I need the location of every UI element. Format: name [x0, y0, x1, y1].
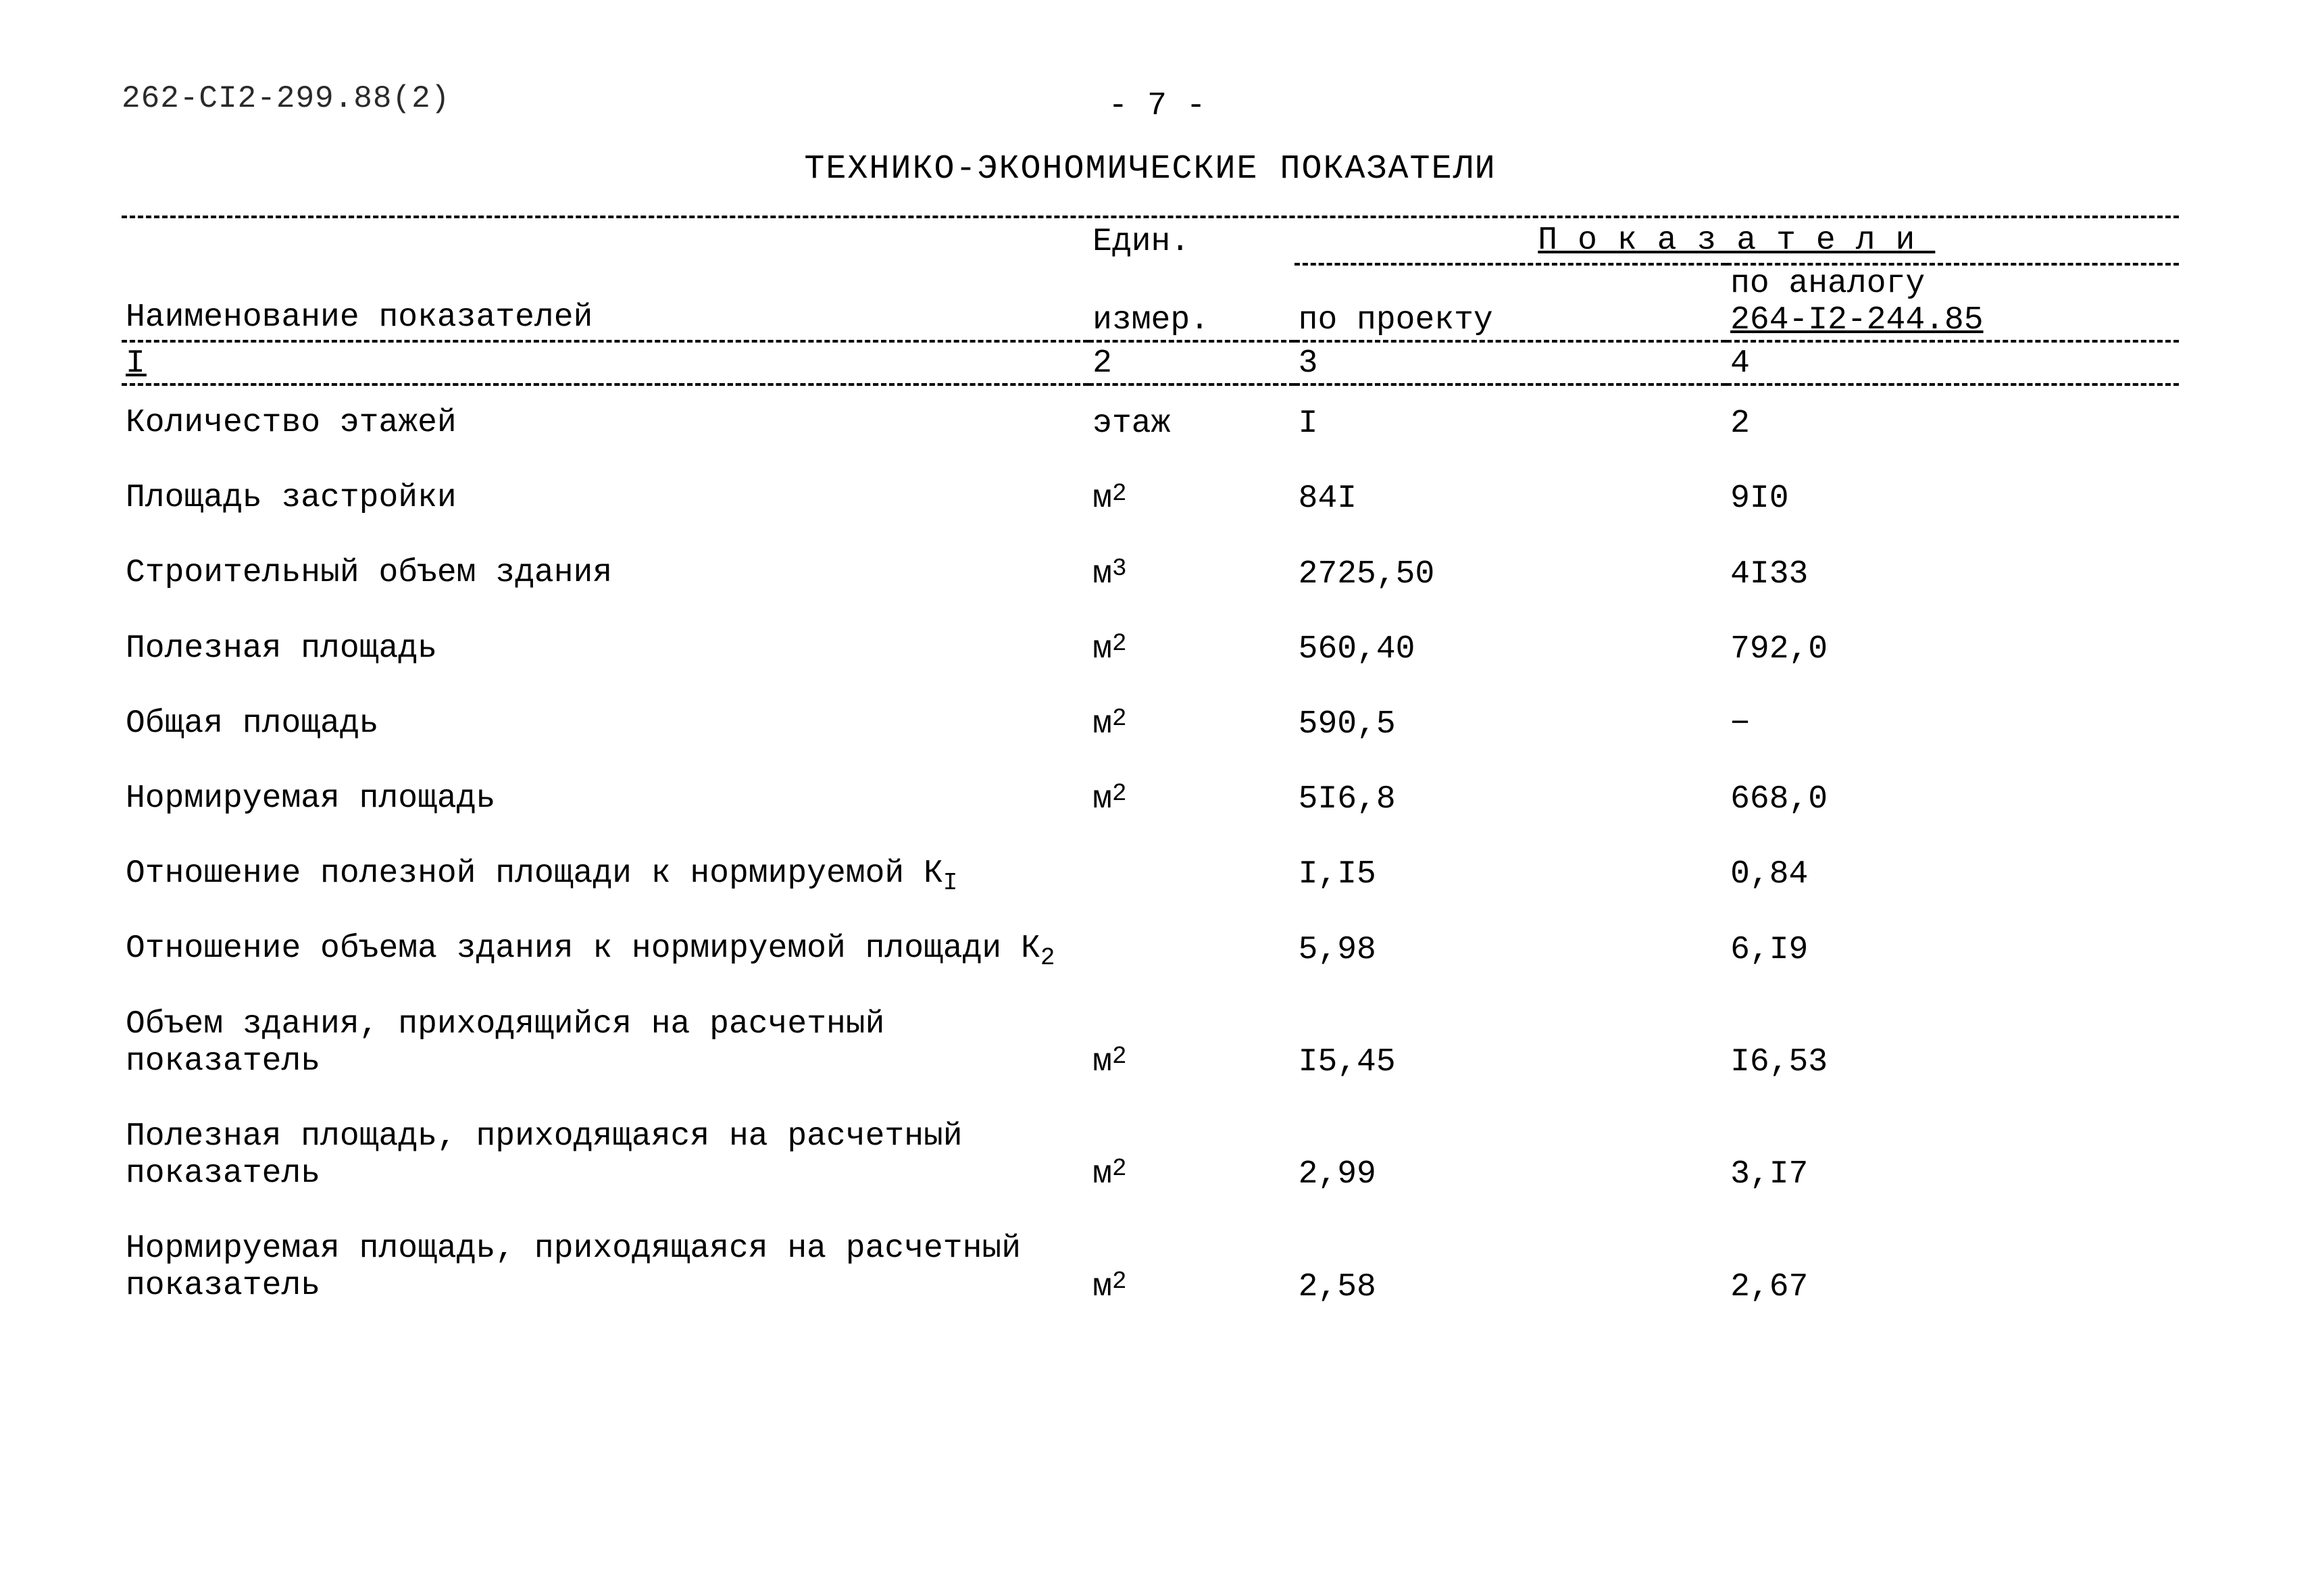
row-unit: этаж	[1088, 384, 1294, 461]
header-by-project: по проекту	[1294, 264, 1726, 341]
table-row: Отношение объема здания к нормируемой пл…	[122, 912, 2179, 987]
row-name: Отношение объема здания к нормируемой пл…	[122, 912, 1088, 987]
row-analog-value: 792,0	[1726, 612, 2179, 687]
row-name: Объем здания, приходящийся на расчетный …	[122, 987, 1088, 1099]
colnum-2: 2	[1088, 341, 1294, 384]
table-row: Полезная площадь, приходящаяся на расчет…	[122, 1099, 2179, 1212]
row-project-value: I,I5	[1294, 837, 1726, 912]
row-name: Отношение полезной площади к нормируемой…	[122, 837, 1088, 912]
row-project-value: 5I6,8	[1294, 762, 1726, 837]
page-number: - 7 -	[1108, 88, 1205, 124]
row-project-value: 5,98	[1294, 912, 1726, 987]
row-project-value: I5,45	[1294, 987, 1726, 1099]
row-project-value: 590,5	[1294, 687, 1726, 762]
table-row: Нормируемая площадь, приходящаяся на рас…	[122, 1212, 2179, 1324]
row-project-value: 2,58	[1294, 1212, 1726, 1324]
header-name: Наименование показателей	[122, 218, 1088, 341]
table-row: Нормируемая площадьм25I6,8668,0	[122, 762, 2179, 837]
row-name: Площадь застройки	[122, 461, 1088, 536]
row-name-subscript: I	[943, 869, 958, 897]
row-unit: м2	[1088, 461, 1294, 536]
row-project-value: 560,40	[1294, 612, 1726, 687]
header-unit-line2: измер.	[1088, 264, 1294, 341]
row-project-value: 2,99	[1294, 1099, 1726, 1212]
table-row: Общая площадьм2590,5−	[122, 687, 2179, 762]
header-unit-line1: Един.	[1088, 218, 1294, 264]
table-row: Количество этажейэтажI2	[122, 384, 2179, 461]
row-name: Нормируемая площадь	[122, 762, 1088, 837]
row-unit: м2	[1088, 687, 1294, 762]
row-unit: м2	[1088, 987, 1294, 1099]
row-unit: м2	[1088, 1212, 1294, 1324]
row-unit	[1088, 912, 1294, 987]
row-analog-value: 4I33	[1726, 536, 2179, 611]
row-unit: м2	[1088, 612, 1294, 687]
row-analog-value: −	[1726, 687, 2179, 762]
header-by-analog-line1: по аналогу	[1730, 266, 1925, 302]
row-project-value: I	[1294, 384, 1726, 461]
row-name: Нормируемая площадь, приходящаяся на рас…	[122, 1212, 1088, 1324]
row-unit: м3	[1088, 536, 1294, 611]
indicators-table: Наименование показателей Един. Показател…	[122, 218, 2179, 1324]
row-name: Строительный объем здания	[122, 536, 1088, 611]
row-analog-value: I6,53	[1726, 987, 2179, 1099]
table-row: Полезная площадьм2560,40792,0	[122, 612, 2179, 687]
row-name: Количество этажей	[122, 384, 1088, 461]
row-unit	[1088, 837, 1294, 912]
header-by-analog-line2: 264-I2-244.85	[1730, 302, 1983, 339]
table-row: Строительный объем зданиям32725,504I33	[122, 536, 2179, 611]
row-analog-value: 9I0	[1726, 461, 2179, 536]
row-name: Полезная площадь	[122, 612, 1088, 687]
header-indicators-group: Показатели	[1294, 218, 2179, 264]
colnum-1: I	[122, 341, 1088, 384]
row-analog-value: 2,67	[1726, 1212, 2179, 1324]
row-analog-value: 3,I7	[1726, 1099, 2179, 1212]
row-name: Полезная площадь, приходящаяся на расчет…	[122, 1099, 1088, 1212]
header-by-analog: по аналогу 264-I2-244.85	[1726, 264, 2179, 341]
row-analog-value: 0,84	[1726, 837, 2179, 912]
row-name: Общая площадь	[122, 687, 1088, 762]
row-unit: м2	[1088, 1099, 1294, 1212]
table-row: Площадь застройким284I9I0	[122, 461, 2179, 536]
row-unit: м2	[1088, 762, 1294, 837]
row-project-value: 2725,50	[1294, 536, 1726, 611]
row-name-subscript: 2	[1040, 944, 1055, 972]
colnum-4: 4	[1726, 341, 2179, 384]
row-analog-value: 668,0	[1726, 762, 2179, 837]
page-title: ТЕХНИКО-ЭКОНОМИЧЕСКИЕ ПОКАЗАТЕЛИ	[122, 150, 2179, 189]
table-row: Объем здания, приходящийся на расчетный …	[122, 987, 2179, 1099]
table-row: Отношение полезной площади к нормируемой…	[122, 837, 2179, 912]
row-project-value: 84I	[1294, 461, 1726, 536]
row-analog-value: 6,I9	[1726, 912, 2179, 987]
document-code: 262-CI2-299.88(2)	[122, 81, 450, 116]
colnum-3: 3	[1294, 341, 1726, 384]
row-analog-value: 2	[1726, 384, 2179, 461]
